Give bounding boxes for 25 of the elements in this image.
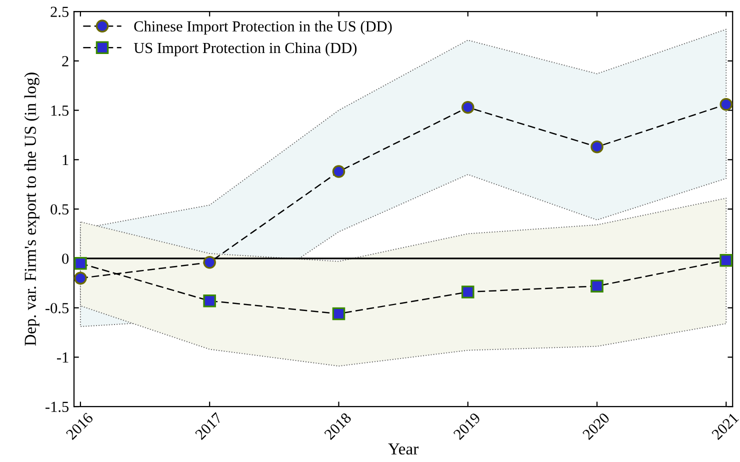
point xyxy=(74,272,87,285)
point xyxy=(720,98,733,111)
y-tick-label: -0.5 xyxy=(46,302,69,314)
point xyxy=(332,307,346,320)
y-tick-label: 2 xyxy=(62,56,68,66)
point xyxy=(461,286,474,298)
point xyxy=(590,140,604,154)
y-tick-label: 1 xyxy=(62,154,68,165)
y-tick-label: 0.5 xyxy=(50,204,69,215)
point xyxy=(332,165,346,178)
x-axis-title: Year xyxy=(388,443,419,455)
point xyxy=(203,256,216,269)
y-tick-label: 1.5 xyxy=(51,106,69,116)
point xyxy=(720,254,733,267)
y-axis-title: Dep. var. Firm's export to the US (in log) xyxy=(24,72,40,346)
legend-label: Chinese Import Protection in the US (DD) xyxy=(134,20,392,35)
y-tick-label: -1 xyxy=(56,352,68,362)
point xyxy=(590,280,604,292)
y-tick-label: 2.5 xyxy=(50,6,69,18)
point xyxy=(203,294,216,308)
y-tick-label: 0 xyxy=(62,254,69,264)
y-tick-label: -1.5 xyxy=(46,402,69,412)
point xyxy=(74,256,87,270)
point xyxy=(461,100,474,114)
legend-label: US Import Protection in China (DD) xyxy=(134,42,357,56)
